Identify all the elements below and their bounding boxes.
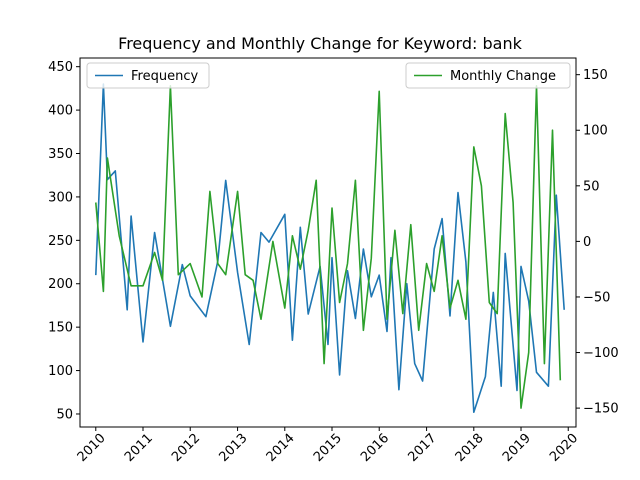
legend-monthly-change: Monthly Change	[405, 62, 571, 89]
legend-box	[405, 62, 571, 89]
y-left-tick-label: 50	[56, 407, 73, 422]
y-left-tick-label: 100	[48, 364, 73, 379]
y-right-tick-label: −100	[583, 346, 619, 361]
legend-layer: Frequency Monthly Change	[86, 62, 571, 89]
chart-title: Frequency and Monthly Change for Keyword…	[118, 34, 522, 53]
y-left-tick-label: 250	[48, 234, 73, 249]
series-line-frequency	[95, 83, 565, 414]
legend-label: Monthly Change	[450, 69, 556, 84]
y-right-tick-label: 0	[583, 235, 591, 250]
y-right-tick-label: 50	[583, 179, 600, 194]
y-right-tick-label: 150	[583, 68, 608, 83]
y-left-tick-label: 450	[48, 60, 73, 75]
y-left-tick-label: 300	[48, 190, 73, 205]
y-left-tick-label: 350	[48, 147, 73, 162]
y-right-tick-label: −50	[583, 290, 610, 305]
line-layer	[95, 83, 565, 414]
series-line-monthly-change	[95, 85, 562, 409]
y-left-tick-label: 400	[48, 104, 73, 119]
legend-frequency: Frequency	[86, 62, 210, 89]
y-right-tick-label: 100	[583, 124, 608, 139]
legend-box	[86, 62, 210, 89]
y-left-tick-label: 200	[48, 277, 73, 292]
y-right-tick-label: −150	[583, 402, 619, 417]
legend-label: Frequency	[131, 69, 198, 84]
y-left-tick-label: 150	[48, 321, 73, 336]
plot-frame	[79, 57, 577, 428]
